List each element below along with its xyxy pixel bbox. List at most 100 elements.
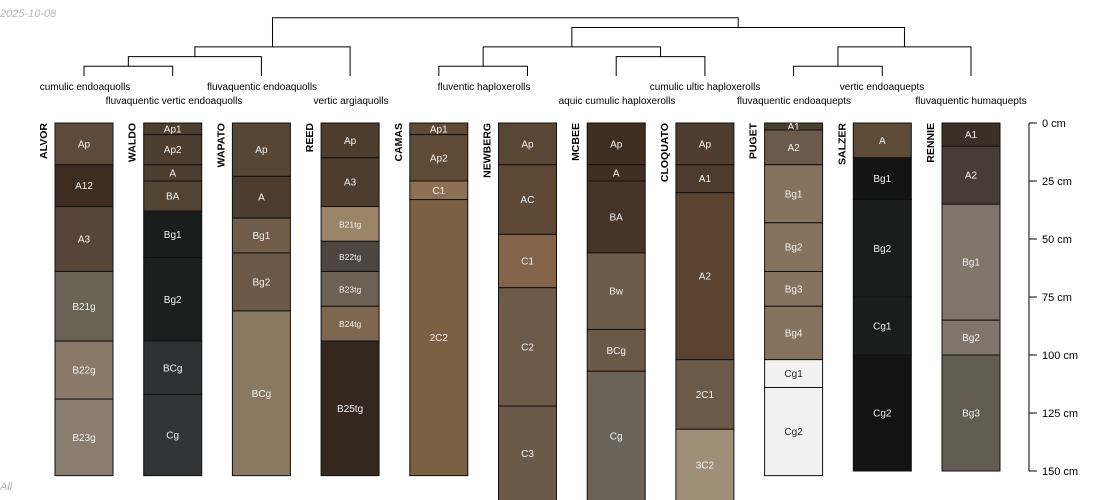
horizon-waldo-1	[143, 134, 203, 166]
taxonomy-labels: cumulic endoaquolls fluvaquentic vertic e…	[40, 82, 1027, 107]
horizon-label: A2	[787, 143, 800, 154]
horizon-label: Bg1	[785, 189, 803, 200]
taxonomy-label: fluvaquentic endoaquepts	[737, 96, 851, 107]
profile-name: SALZER	[836, 123, 848, 165]
profile-salzer: A Bg1 Bg2 Cg1 Cg2 SALZER	[836, 122, 912, 472]
horizon-label: A12	[75, 181, 93, 192]
horizon-salzer-2	[852, 199, 912, 298]
taxonomy-label: cumulic endoaquolls	[40, 82, 131, 93]
horizon-cloquato-1	[675, 164, 735, 194]
horizon-label: A1	[965, 130, 978, 141]
horizon-label: BA	[166, 192, 180, 203]
horizon-label: Ap1	[430, 124, 448, 135]
horizon-label: BCg	[252, 389, 271, 400]
horizon-label: BCg	[163, 363, 182, 374]
horizon-rennie-1	[941, 145, 1001, 205]
horizon-label: A	[879, 136, 886, 147]
horizon-wapato-0	[231, 122, 291, 177]
horizon-label: Bg1	[164, 230, 182, 241]
horizon-label: Cg2	[784, 427, 803, 438]
horizon-label: Ap2	[430, 153, 448, 164]
taxonomy-label: cumulic ultic haploxerolls	[650, 82, 761, 93]
horizon-label: A1	[787, 122, 800, 133]
profile-name: MCBEE	[570, 123, 582, 161]
profile-name: CAMAS	[393, 123, 405, 162]
depth-tick-label: 50 cm	[1042, 234, 1072, 246]
horizon-label: 2C2	[430, 333, 449, 344]
horizon-label: BA	[610, 212, 624, 223]
dendrogram-branch-7	[837, 46, 972, 76]
horizon-reed-1	[320, 157, 380, 208]
profile-reed: Ap A3 B21tg B22tg B23tg B24tg B25tg REED	[304, 122, 380, 477]
horizon-label: Cg	[166, 431, 179, 442]
horizon-label: B23g	[72, 433, 95, 444]
profile-name: PUGET	[748, 122, 760, 159]
horizon-puget-3	[764, 222, 824, 272]
taxonomy-label: fluventic haploxerolls	[438, 82, 531, 93]
horizon-label: A	[169, 168, 176, 179]
profile-name: NEWBERG	[482, 123, 494, 178]
depth-tick-label: 0 cm	[1042, 118, 1066, 130]
horizon-mcbee-2	[586, 180, 646, 254]
horizon-label: Bg4	[785, 328, 803, 339]
dendrogram-branch-0	[83, 65, 174, 76]
horizon-label: BCg	[606, 346, 625, 357]
profile-wapato: Ap A Bg1 Bg2 BCg WAPATO	[215, 122, 291, 477]
horizon-label: Bg2	[962, 333, 980, 344]
horizon-label: Bg3	[785, 284, 803, 295]
horizon-reed-3	[320, 240, 380, 272]
profile-name: ALVOR	[38, 123, 50, 159]
horizon-alvor-4	[54, 340, 114, 400]
date-label: 2025-10-08	[0, 8, 57, 20]
horizon-reed-0	[320, 122, 380, 159]
horizon-label: B22g	[72, 366, 95, 377]
horizon-reed-2	[320, 206, 380, 242]
depth-tick-label: 75 cm	[1042, 292, 1072, 304]
depth-tick-label: 150 cm	[1042, 466, 1078, 478]
horizon-label: A1	[699, 174, 712, 185]
horizon-mcbee-0	[586, 122, 646, 166]
horizon-alvor-3	[54, 270, 114, 342]
horizon-label: AC	[521, 195, 535, 206]
profile-name: CLOQUATO	[659, 123, 671, 182]
horizon-label: Ap	[344, 136, 357, 147]
horizon-wapato-1	[231, 175, 291, 219]
horizon-alvor-0	[54, 122, 114, 166]
horizon-waldo-5	[143, 257, 203, 342]
profile-rennie: A1 A2 Bg1 Bg2 Bg3 RENNIE	[925, 122, 1001, 472]
taxonomy-label: vertic argiaquolls	[313, 96, 388, 107]
soil-profiles: Ap A12 A3 B21g B22g B23g ALVOR Ap1 Ap2 A BA Bg1 Bg2 B…	[38, 122, 1001, 500]
horizon-label: Ap2	[164, 145, 182, 156]
horizon-mcbee-5	[586, 370, 646, 500]
dendrogram-branch-8	[571, 27, 905, 47]
horizon-label: Bg2	[785, 243, 803, 254]
taxonomy-label: vertic endoaquepts	[840, 82, 925, 93]
horizon-label: A	[258, 193, 265, 204]
dendrogram	[83, 17, 972, 76]
horizon-wapato-4	[231, 310, 291, 477]
depth-axis: 0 cm 25 cm 50 cm 75 cm 100 cm 125 cm 150 cm	[1028, 118, 1078, 478]
horizon-label: C3	[521, 449, 534, 460]
horizon-label: B21tg	[339, 219, 361, 229]
dendrogram-branch-6	[793, 65, 883, 76]
horizon-label: 3C2	[696, 461, 715, 472]
horizon-label: 2C1	[696, 390, 715, 401]
horizon-label: Bw	[609, 287, 624, 298]
horizon-label: Ap	[78, 139, 91, 150]
horizon-label: Ap	[255, 145, 268, 156]
horizon-label: A3	[78, 235, 91, 246]
horizon-puget-7	[764, 386, 824, 477]
horizon-reed-4	[320, 270, 380, 307]
horizon-label: Bg2	[253, 277, 271, 288]
horizon-label: C1	[521, 257, 534, 268]
horizon-label: Bg3	[962, 409, 980, 420]
profile-waldo: Ap1 Ap2 A BA Bg1 Bg2 BCg Cg WALDO	[127, 122, 203, 477]
profile-mcbee: Ap A BA Bw BCg Cg MCBEE	[570, 122, 646, 500]
depth-tick-label: 125 cm	[1042, 408, 1078, 420]
horizon-label: Ap1	[164, 124, 182, 135]
horizon-mcbee-3	[586, 252, 646, 330]
profile-name: RENNIE	[925, 123, 937, 163]
profile-name: REED	[304, 123, 316, 153]
horizon-cloquato-0	[675, 122, 735, 166]
